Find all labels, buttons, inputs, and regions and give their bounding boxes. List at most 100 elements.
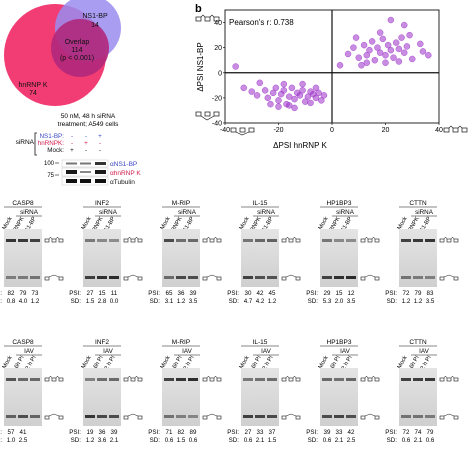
sirna-row-label: hnRNPK: — [38, 140, 64, 147]
sirna-row-cell: - — [71, 140, 73, 147]
gel-band-inclusion — [243, 378, 253, 381]
gel-band-skipping — [6, 415, 16, 418]
sd-value: 2.5 — [347, 437, 356, 444]
sd-value: 2.1 — [335, 437, 344, 444]
psi-label: PSI: — [0, 429, 2, 436]
gel-lane-label: 6h PI — [409, 355, 421, 370]
scatter-point — [315, 89, 322, 97]
psi-label: PSI: — [0, 290, 2, 297]
gel-lane-label: Mock — [81, 216, 93, 231]
sd-value: 2.1 — [256, 437, 265, 444]
scatter-point — [363, 59, 371, 66]
sd-value: 0.8 — [7, 298, 16, 305]
gel-header: IAV — [419, 348, 429, 355]
scatter-point — [400, 21, 408, 29]
mw-marker-100: 100 — [44, 161, 55, 167]
gel-band-skipping — [425, 276, 435, 279]
gel-panels: CASP8siRNAMockhnRNPKNS1-BPPSI:SD:820.879… — [0, 200, 459, 444]
gel-band-skipping — [6, 276, 16, 279]
gel-band-skipping — [188, 415, 198, 418]
venn-ns1-name: NS1-BP — [82, 13, 108, 20]
gel-band-skipping — [401, 276, 411, 279]
psi-value: 89 — [190, 429, 197, 436]
sd-value: 0.6 — [189, 437, 198, 444]
gel-band-inclusion — [334, 239, 344, 242]
gel-lane-label: Mock — [397, 216, 409, 231]
gel-header: IAV — [182, 348, 192, 355]
psi-value: 72 — [403, 290, 410, 297]
sd-value: 5.3 — [323, 298, 332, 305]
blot-band-hnrnpk-b — [80, 171, 91, 173]
gel-gene-label: IL-15 — [253, 339, 268, 346]
blot-band-hnrnpk-c — [95, 170, 106, 174]
gel-band-skipping — [164, 276, 174, 279]
antibody-tubulin: αTubulin — [110, 179, 135, 186]
psi-value: 39 — [111, 429, 118, 436]
psi-value: 82 — [178, 429, 185, 436]
scatter-point — [392, 39, 400, 46]
y-axis-label: ΔPSI NS1-BP — [196, 42, 205, 91]
scatter-point — [248, 88, 255, 95]
gel-band-skipping — [346, 415, 356, 418]
psi-value: 83 — [427, 290, 434, 297]
psi-value: 41 — [20, 429, 27, 436]
sirna-row-label: NS1-BP: — [40, 133, 65, 140]
exon-skipping-icon-left — [195, 111, 220, 121]
psi-label: PSI: — [227, 290, 239, 297]
scatter-point — [366, 46, 373, 54]
sd-label: SD: — [150, 298, 161, 305]
scatter-point — [285, 102, 293, 109]
psi-value: 42 — [257, 290, 264, 297]
sd-label: SD: — [0, 298, 2, 305]
venn-overlap-pvalue: (p < 0.001) — [60, 55, 94, 62]
scatter-point — [264, 94, 272, 102]
gel-gene-label: INF2 — [95, 200, 109, 207]
psi-value: 82 — [8, 290, 15, 297]
scatter-point — [409, 55, 416, 63]
scatter-point — [352, 34, 360, 41]
sd-value: 4.0 — [19, 298, 28, 305]
gel-band-inclusion — [109, 378, 119, 381]
scatter-point — [318, 97, 325, 104]
psi-value: 12 — [348, 290, 355, 297]
scatter-point — [417, 40, 424, 48]
psi-value: 33 — [336, 429, 343, 436]
gel-band-inclusion — [18, 239, 28, 242]
gel-header: IAV — [103, 348, 113, 355]
gel-header: siRNA — [178, 209, 197, 216]
scatter-point — [232, 63, 239, 70]
scatter-point — [363, 51, 371, 59]
scatter-point — [296, 92, 304, 99]
scatter-point — [240, 84, 247, 92]
gel-band-inclusion — [6, 378, 16, 381]
gel-band-inclusion — [85, 239, 95, 242]
sd-value: 1.2 — [31, 298, 40, 305]
gel-band-inclusion — [164, 378, 174, 381]
gel-band-inclusion — [6, 239, 16, 242]
scatter-point — [275, 103, 282, 110]
gel-band-inclusion — [176, 378, 186, 381]
scatter-point — [376, 29, 384, 36]
scatter-point — [406, 31, 413, 39]
scatter-point — [336, 61, 344, 69]
sd-label: SD: — [387, 437, 398, 444]
gel-header: siRNA — [415, 209, 434, 216]
sd-value: 2.1 — [414, 437, 423, 444]
gel-lane-label: 6h PI — [251, 355, 263, 370]
scatter-point — [275, 97, 282, 104]
scatter-point — [371, 56, 379, 64]
psi-label: PSI: — [69, 429, 81, 436]
gel-band-skipping — [97, 276, 107, 279]
x-tick-label: 0 — [330, 127, 334, 134]
psi-label: PSI: — [227, 429, 239, 436]
psi-label: PSI: — [306, 290, 318, 297]
y-tick-label: 20 — [214, 45, 222, 52]
scatter-point — [384, 41, 392, 49]
sd-value: 1.5 — [177, 437, 186, 444]
gel-band-skipping — [176, 276, 186, 279]
gel-band-skipping — [322, 276, 332, 279]
exon-inclusion-icon — [195, 14, 220, 22]
